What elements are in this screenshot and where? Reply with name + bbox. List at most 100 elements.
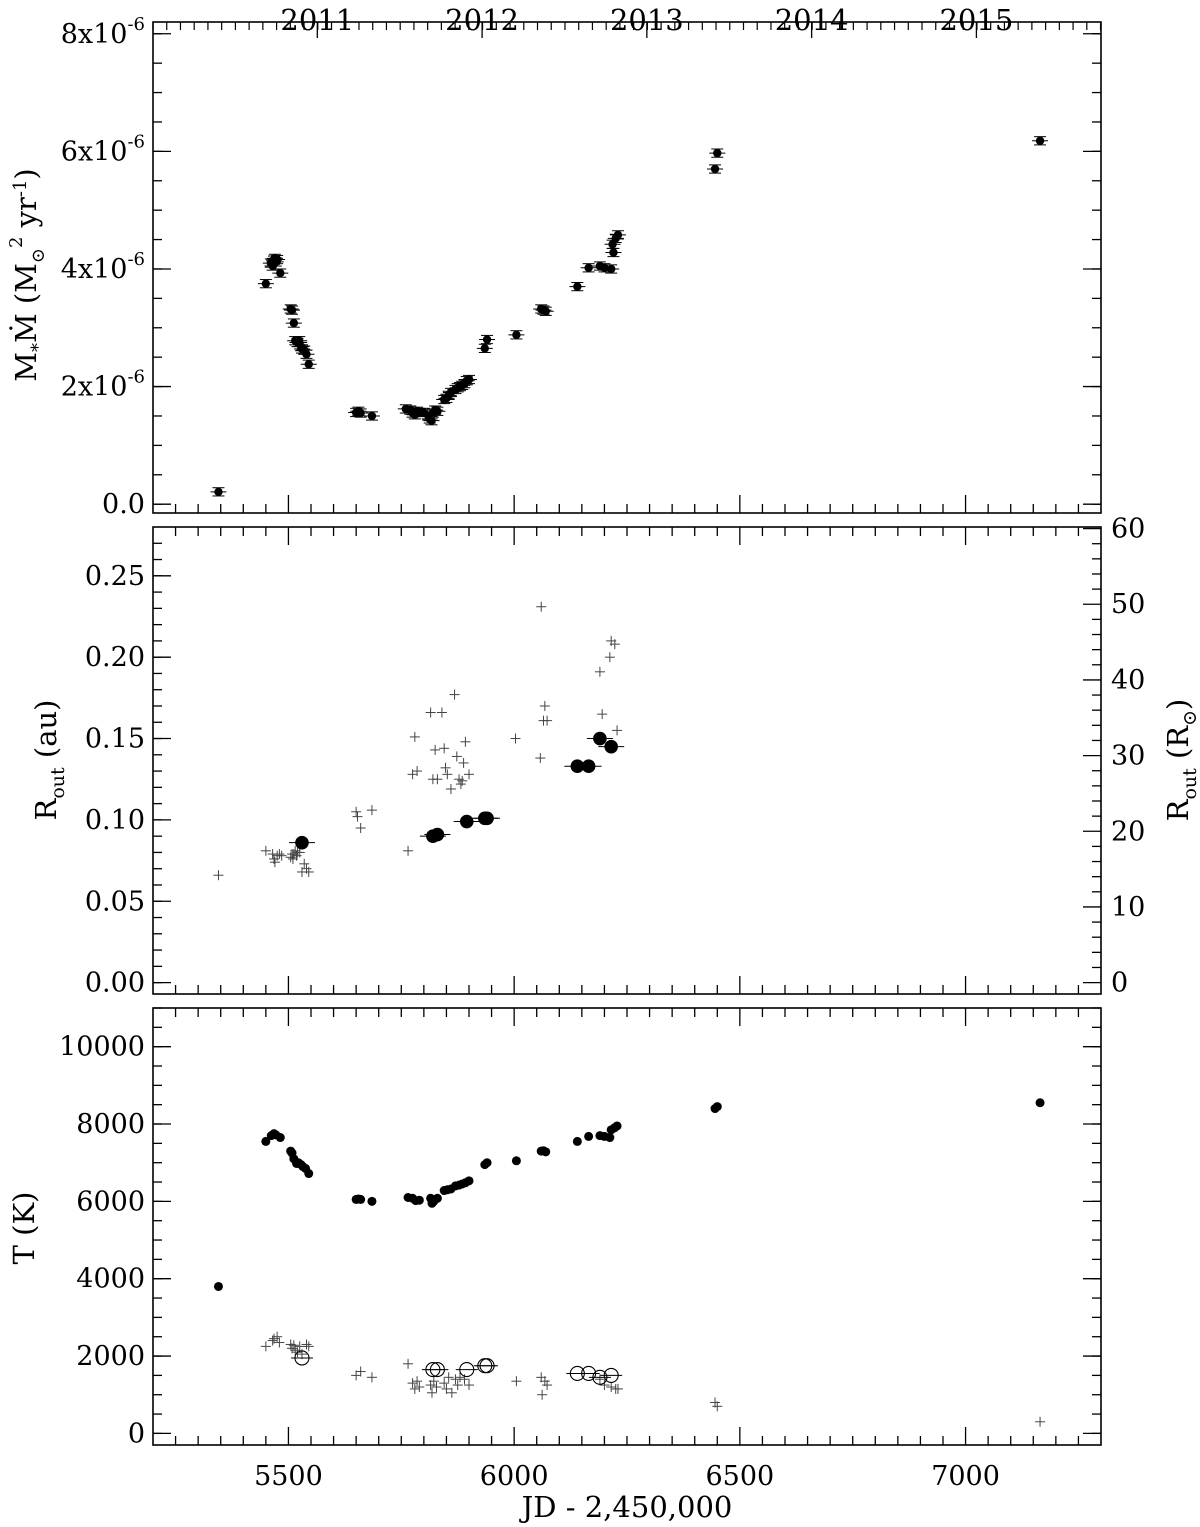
data-point: [304, 1169, 314, 1179]
data-point: [275, 1133, 285, 1143]
data-point: [573, 282, 582, 291]
data-point: [512, 330, 521, 340]
data-point: [609, 248, 618, 257]
y-tick-label: 0.15: [85, 724, 145, 755]
right-tick-label: 40: [1111, 665, 1145, 696]
data-point: [482, 335, 492, 344]
data-point: [287, 305, 297, 315]
panel-accretion-points: [210, 136, 1049, 497]
panel-radius-y-label: Rout (au): [29, 700, 69, 821]
right-tick-label: 30: [1111, 741, 1145, 772]
x-axis-label: JD - 2,450,000: [519, 1490, 733, 1524]
x-tick-label: 6000: [480, 1461, 549, 1492]
y-tick-label: 0.00: [85, 968, 145, 999]
data-point: [541, 307, 550, 316]
data-point-open: [479, 1358, 495, 1374]
y-tick-label: 0.25: [85, 561, 145, 592]
data-point: [1035, 1098, 1045, 1108]
panel-temperature-y-label: T (K): [7, 1192, 41, 1265]
data-point: [356, 1194, 366, 1204]
data-point: [584, 263, 593, 272]
data-point: [600, 263, 609, 272]
data-point: [572, 1136, 582, 1146]
data-point: [304, 360, 313, 369]
panel-temperature-points: [213, 1098, 1046, 1427]
data-point: [367, 411, 377, 421]
data-point: [433, 407, 442, 416]
data-point-open: [459, 1362, 475, 1378]
data-point-open: [581, 1365, 597, 1382]
data-point: [613, 230, 623, 240]
panel-radius: 0.00 0.05 0.10 0.15 0.20 0.25 0 10 20 30 40 50 60 R…: [29, 514, 1200, 999]
data-point: [1035, 136, 1045, 145]
data-point-open: [429, 1362, 445, 1378]
data-point: [289, 318, 299, 328]
data-point: [482, 1158, 492, 1168]
x-tick-label: 5500: [254, 1461, 323, 1492]
data-point: [356, 408, 365, 418]
data-point: [261, 1136, 271, 1146]
x-tick-label: 6500: [705, 1461, 774, 1492]
data-point: [511, 1156, 521, 1166]
data-point-large: [593, 731, 607, 746]
data-point: [712, 1102, 722, 1112]
panel-radius-points: [213, 601, 625, 881]
y-tick-label: 0.20: [85, 642, 145, 673]
right-tick-label: 0: [1111, 968, 1128, 999]
y-tick-label: 2000: [76, 1341, 145, 1372]
panel-temperature-y-ticks: 0 2000 4000 6000 8000 10000: [59, 1032, 1101, 1449]
data-point-open: [592, 1369, 608, 1385]
data-point: [713, 148, 722, 158]
y-tick-label: 0.05: [85, 886, 145, 917]
y-tick-label: 0.10: [85, 805, 145, 836]
data-point-large: [581, 759, 596, 773]
data-point: [584, 1131, 594, 1141]
right-tick-label: 60: [1111, 514, 1145, 545]
data-point: [214, 487, 223, 497]
right-tick-label: 50: [1111, 589, 1145, 620]
data-point: [427, 416, 436, 425]
data-point: [272, 255, 282, 264]
data-point-large: [459, 814, 474, 829]
panel-radius-y-ticks: 0.00 0.05 0.10 0.15 0.20 0.25: [85, 561, 171, 999]
data-point-large: [480, 811, 494, 826]
y-tick-label: 0.0: [102, 489, 145, 520]
data-point: [464, 1176, 474, 1186]
data-point: [612, 1121, 622, 1131]
data-point-large: [604, 739, 618, 754]
data-point: [261, 279, 271, 288]
data-point: [276, 268, 285, 278]
panel-radius-minor-ticks: [153, 527, 1080, 994]
panel-temperature-x-ticks: 5500 6000 6500 7000: [254, 1461, 1000, 1492]
y-tick-label: 8000: [76, 1109, 145, 1140]
x-tick-label: 7000: [931, 1461, 1000, 1492]
y-tick-label: 4000: [76, 1264, 145, 1295]
right-tick-label: 10: [1111, 892, 1145, 923]
data-point: [605, 1133, 615, 1143]
data-point: [607, 264, 616, 274]
y-tick-label: 10000: [59, 1032, 145, 1063]
data-point: [480, 344, 489, 353]
data-point: [710, 164, 720, 174]
y-tick-label: 6000: [76, 1186, 145, 1217]
data-point: [367, 1196, 377, 1206]
panel-temperature-minor-ticks: [153, 1007, 1101, 1445]
panel-radius-right-ticks: 0 10 20 30 40 50 60: [1083, 514, 1145, 999]
data-point: [302, 350, 311, 359]
data-point: [213, 1281, 223, 1291]
y-tick-label: 4x10-6: [61, 249, 145, 285]
data-point: [541, 1147, 551, 1157]
data-point: [414, 1195, 424, 1205]
data-point-open: [294, 1350, 310, 1366]
data-point: [464, 375, 474, 384]
data-point-large: [295, 835, 309, 850]
data-point: [432, 1193, 442, 1203]
y-tick-label: 0: [128, 1418, 145, 1449]
right-tick-label: 20: [1111, 816, 1145, 847]
data-point-open: [603, 1367, 619, 1383]
